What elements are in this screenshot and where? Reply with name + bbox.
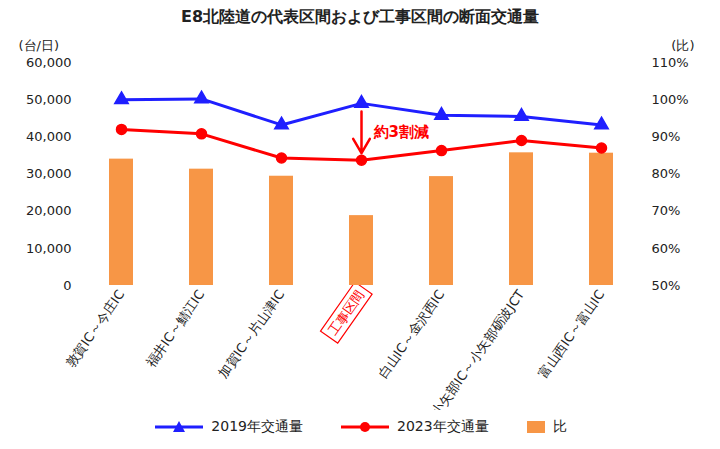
svg-text:110%: 110% [652, 55, 689, 70]
svg-text:小矢部IC～小矢部砺波JCT: 小矢部IC～小矢部砺波JCT [429, 287, 528, 410]
html-text:E8北陸道の代表区間および工事区間の断面交通量: E8北陸道の代表区間および工事区間の断面交通量 [181, 7, 539, 26]
svg-text:30,000: 30,000 [26, 166, 72, 181]
svg-text:20,000: 20,000 [26, 203, 72, 218]
svg-text:10,000: 10,000 [26, 240, 72, 255]
svg-text:50,000: 50,000 [26, 92, 72, 107]
html-text:2019年交通量: 2019年交通量 [211, 418, 303, 434]
svg-text:富山西IC～富山IC: 富山西IC～富山IC [536, 287, 608, 381]
svg-text:福井IC～鯖江IC: 福井IC～鯖江IC [143, 287, 207, 370]
svg-text:80%: 80% [652, 166, 681, 181]
svg-text:60%: 60% [652, 240, 681, 255]
svg-text:40,000: 40,000 [26, 129, 72, 144]
svg-text:工事区間: 工事区間 [325, 287, 368, 339]
svg-text:0: 0 [63, 278, 71, 293]
svg-text:90%: 90% [652, 129, 681, 144]
svg-text:白山IC～金沢西IC: 白山IC～金沢西IC [376, 287, 448, 381]
html-text:2023年交通量: 2023年交通量 [397, 418, 489, 434]
svg-text:敦賀IC～今庄IC: 敦賀IC～今庄IC [63, 287, 127, 370]
svg-text:(比): (比) [671, 38, 694, 53]
svg-text:加賀IC～片山津IC: 加賀IC～片山津IC [216, 287, 288, 381]
svg-text:(台/日): (台/日) [19, 38, 60, 53]
svg-text:約3割減: 約3割減 [373, 123, 429, 141]
svg-text:100%: 100% [652, 92, 689, 107]
svg-text:70%: 70% [652, 203, 681, 218]
svg-text:60,000: 60,000 [26, 55, 72, 70]
svg-text:50%: 50% [652, 278, 681, 293]
html-text:比: 比 [552, 418, 567, 434]
